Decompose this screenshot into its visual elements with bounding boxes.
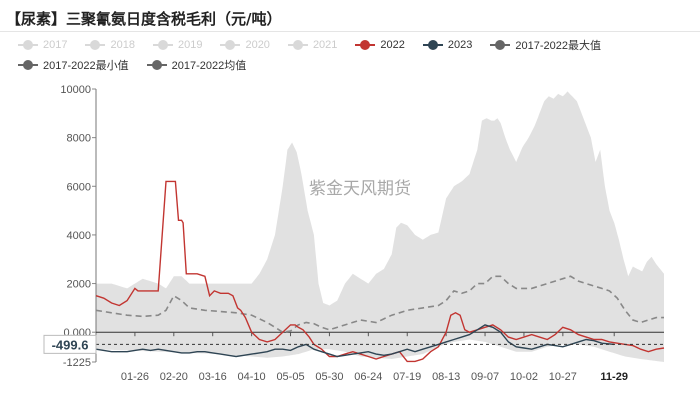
legend-item-2020[interactable]: 2020 (220, 36, 270, 53)
legend-item-2022[interactable]: 2022 (355, 36, 405, 53)
x-tick-label: 11-29 (600, 371, 628, 383)
legend-label: 2021 (312, 38, 338, 51)
y-tick-label: -1225 (63, 357, 91, 369)
x-tick-label: 04-10 (238, 371, 266, 383)
legend-label: 2019 (177, 38, 203, 51)
x-tick-label: 06-24 (354, 371, 382, 383)
x-tick-label: 09-07 (471, 371, 499, 383)
legend-marker-icon (18, 39, 38, 50)
y-tick-label: 6000 (67, 181, 91, 193)
y-tick-label: 4000 (67, 230, 91, 242)
x-tick-label: 10-02 (510, 371, 538, 383)
chart-title: 【尿素】三聚氰氨日度含税毛利（元/吨） (6, 10, 282, 28)
legend-item-2017[interactable]: 2017 (18, 36, 67, 53)
legend-item-2019[interactable]: 2019 (152, 36, 203, 53)
legend-marker-icon (287, 39, 308, 50)
legend-item-2018[interactable]: 2018 (85, 36, 135, 53)
legend-item-2023[interactable]: 2023 (422, 36, 473, 53)
legend-marker-icon (18, 59, 38, 70)
legend-label: 2017-2022最大值 (515, 39, 601, 52)
current-value-box (43, 334, 97, 354)
current-value-label: -499.6 (52, 337, 89, 352)
legend-marker-icon (146, 59, 167, 70)
watermark: 紫金天风期货 (309, 179, 411, 199)
series-band-max-min (96, 91, 664, 363)
x-tick-label: 10-27 (549, 371, 577, 383)
legend-label: 2018 (110, 38, 135, 51)
legend-label: 2023 (447, 38, 473, 51)
series-line-mean (95, 275, 664, 334)
legend-label: 2017 (43, 38, 68, 51)
y-tick-label: 2000 (67, 279, 91, 291)
legend-label: 2020 (245, 38, 270, 51)
title-divider (0, 31, 700, 32)
legend-item-2017-2022均值[interactable]: 2017-2022均值 (146, 56, 247, 73)
legend-label: 2017-2022均值 (171, 59, 247, 72)
x-tick-label: 07-19 (393, 371, 421, 383)
legend-marker-icon (355, 39, 376, 50)
x-tick-label: 01-26 (121, 371, 149, 383)
x-tick-label: 08-13 (432, 371, 460, 383)
legend-item-2017-2022最大值[interactable]: 2017-2022最大值 (490, 36, 601, 53)
legend-item-2021[interactable]: 2021 (287, 36, 338, 53)
legend-marker-icon (490, 39, 511, 50)
legend-marker-icon (85, 39, 106, 50)
y-tick-label: 10000 (60, 84, 91, 96)
x-tick-label: 05-30 (315, 371, 343, 383)
x-tick-label: 03-16 (199, 371, 227, 383)
legend-label: 2022 (380, 38, 405, 51)
series-line-2023 (95, 324, 615, 358)
legend: 2017 2018 2019 2020 2021 2022 2023 2017-2022最大值… (18, 36, 698, 73)
legend-label: 2017-2022最小值 (43, 59, 129, 72)
legend-marker-icon (220, 39, 241, 50)
x-tick-label: 05-05 (276, 371, 304, 383)
legend-marker-icon (422, 39, 443, 50)
legend-item-2017-2022最小值[interactable]: 2017-2022最小值 (18, 56, 129, 73)
legend-marker-icon (152, 39, 173, 50)
y-tick-label: 8000 (67, 133, 91, 145)
x-tick-label: 02-20 (160, 371, 188, 383)
